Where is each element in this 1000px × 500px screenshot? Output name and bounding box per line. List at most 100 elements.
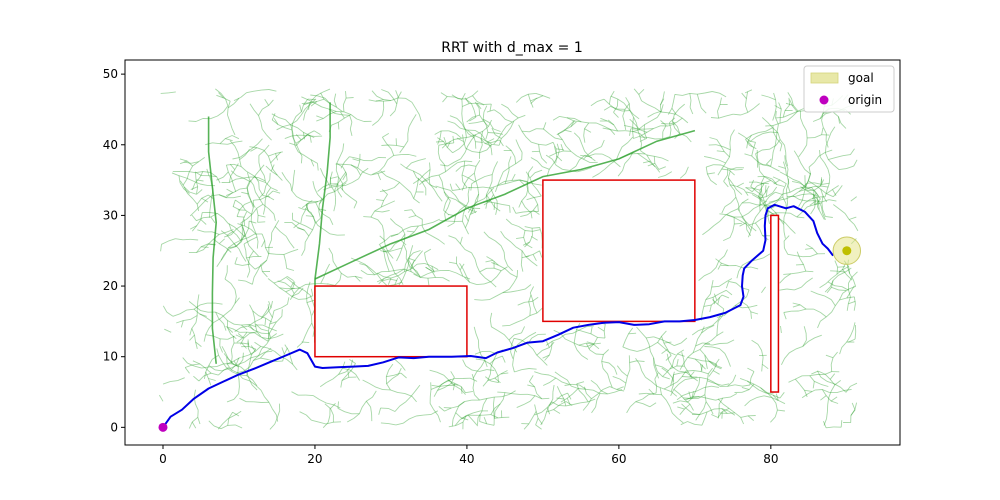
tree-edge — [291, 122, 294, 131]
tree-edge — [653, 156, 656, 164]
tree-edge — [342, 367, 350, 371]
tree-edge — [278, 116, 286, 121]
tree-edge — [372, 390, 377, 398]
tree-edge — [518, 124, 523, 132]
tree-edge — [449, 261, 457, 265]
tree-edge — [792, 195, 800, 200]
tree-edge — [560, 392, 568, 397]
tree-edge — [361, 400, 367, 408]
tree-edge — [265, 182, 272, 188]
tree-edge — [387, 249, 395, 253]
tree-edge — [227, 114, 231, 122]
tree-edge — [246, 188, 249, 196]
tree-edge — [578, 344, 587, 348]
tree-edge — [485, 201, 488, 209]
tree-edge — [494, 202, 503, 205]
tree-edge — [763, 395, 772, 398]
tree-edge — [223, 97, 231, 102]
tree-edge — [405, 162, 412, 169]
tree-edge — [490, 414, 498, 419]
tree-edge — [677, 406, 685, 410]
tree-edge — [706, 373, 709, 381]
tree-edge — [818, 152, 826, 157]
tree-edge — [349, 359, 356, 364]
tree-edge — [222, 418, 229, 425]
tree-edge — [682, 117, 689, 124]
tree-edge — [617, 98, 625, 104]
tree-edge — [479, 414, 481, 422]
tree-edge — [669, 406, 673, 414]
tree-edge — [403, 244, 408, 252]
tree-edge — [364, 263, 371, 270]
tree-edge — [657, 342, 664, 348]
tree-edge — [491, 276, 498, 282]
tree-edge — [642, 403, 651, 408]
tree-edge — [446, 141, 451, 148]
tree-edge — [189, 334, 195, 341]
tree-edge — [337, 185, 346, 187]
tree-edge — [746, 289, 750, 297]
tree-edge — [235, 199, 242, 205]
tree-edge — [505, 145, 512, 151]
tree-edge — [723, 237, 731, 242]
tree-edge — [846, 335, 851, 343]
tree-edge — [377, 173, 382, 181]
tree-edge — [812, 248, 818, 255]
tree-edge — [291, 183, 294, 191]
tree-edge — [333, 404, 341, 409]
tree-edge — [231, 369, 239, 374]
tree-edge — [721, 206, 726, 214]
tree-edge — [465, 147, 473, 153]
tree-edge — [841, 286, 849, 291]
tree-edge — [836, 267, 839, 275]
tree-edge — [742, 384, 751, 387]
tree-edge — [711, 157, 719, 161]
tree-edge — [671, 101, 674, 109]
tree-edge — [467, 187, 470, 195]
tree-edge — [226, 230, 234, 236]
tree-edge — [407, 126, 410, 134]
tree-edge — [340, 380, 343, 388]
tree-edge — [578, 390, 585, 397]
tree-edge — [553, 146, 557, 154]
tree-edge — [244, 357, 252, 363]
tree-edge — [772, 176, 780, 181]
tree-edge — [490, 185, 498, 189]
tree-edge — [584, 154, 593, 159]
tree-edge — [805, 179, 809, 187]
tree-edge — [302, 335, 306, 343]
tree-edge — [850, 329, 854, 337]
tree-edge — [201, 194, 209, 199]
tree-edge — [527, 393, 536, 397]
tree-edge — [262, 194, 271, 198]
tree-edge — [350, 359, 354, 367]
tree-edge — [528, 92, 536, 95]
tree-edge — [830, 384, 836, 392]
tree-edge — [330, 402, 336, 409]
tree-edge — [476, 120, 484, 124]
tree-edge — [580, 154, 588, 157]
tree-edge — [662, 366, 669, 372]
tree-edge — [717, 303, 724, 310]
tree-edge — [560, 144, 564, 152]
tree-edge — [720, 145, 725, 152]
tree-edge — [182, 178, 188, 186]
tree-edge — [524, 230, 533, 232]
tree-edge — [640, 131, 648, 137]
tree-edge — [629, 110, 634, 118]
tree-edge — [519, 179, 528, 183]
tree-edge — [243, 211, 248, 219]
tree-edge — [247, 233, 255, 239]
tree-edge — [729, 167, 737, 171]
tree-edge — [486, 396, 495, 399]
tree-edge — [325, 421, 334, 425]
tree-edge — [260, 169, 265, 176]
tree-edge — [532, 227, 540, 229]
tree-edge — [557, 133, 563, 140]
tree-edge — [545, 141, 554, 146]
tree-edge — [191, 328, 195, 336]
tree-edge — [782, 191, 791, 195]
tree-edge — [456, 272, 464, 277]
tree-edge — [792, 105, 799, 112]
